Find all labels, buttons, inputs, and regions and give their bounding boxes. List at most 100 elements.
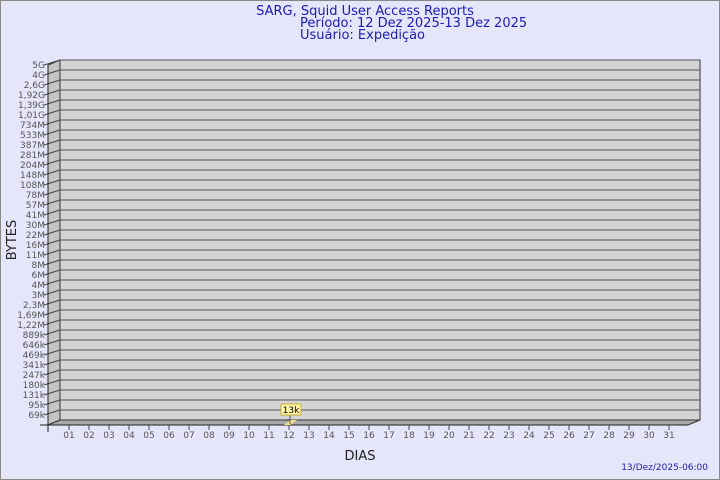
y-tick-label: 22M (26, 231, 45, 241)
y-tick-label: 57M (26, 201, 45, 211)
x-tick-label: 16 (363, 431, 375, 441)
timestamp: 13/Dez/2025-06:00 (621, 463, 708, 473)
y-tick (43, 409, 61, 416)
y-tick-label: 78M (26, 191, 45, 201)
y-tick (43, 239, 61, 246)
x-tick-label: 24 (523, 431, 535, 441)
y-tick-label: 131k (23, 391, 46, 401)
y-tick (43, 369, 61, 376)
y-tick (43, 199, 61, 206)
y-tick-label: 2,6G (24, 81, 45, 91)
y-tick (43, 389, 61, 396)
y-tick-label: 180k (23, 381, 46, 391)
y-tick (43, 379, 61, 386)
y-tick (43, 349, 61, 356)
chart-title: SARG, Squid User Access Reports (256, 4, 474, 19)
y-tick (43, 99, 61, 106)
x-tick-label: 04 (123, 431, 135, 441)
y-tick (43, 219, 61, 226)
y-tick-label: 2,3M (23, 301, 45, 311)
y-tick-label: 5G (32, 61, 45, 71)
y-tick (43, 299, 61, 306)
y-tick (43, 309, 61, 316)
x-tick-label: 09 (223, 431, 235, 441)
y-tick-label: 1,92G (18, 91, 45, 101)
x-tick-label: 05 (143, 431, 154, 441)
y-tick-label: 281M (20, 151, 45, 161)
y-tick (43, 139, 61, 146)
y-tick-label: 247k (23, 371, 46, 381)
x-tick-label: 19 (423, 431, 435, 441)
y-tick (43, 209, 61, 216)
y-tick-label: 41M (26, 211, 45, 221)
y-tick-label: 469k (23, 351, 46, 361)
y-tick-label: 8M (32, 261, 46, 271)
x-tick-label: 23 (503, 431, 514, 441)
y-tick-label: 889k (23, 331, 46, 341)
x-tick-label: 25 (543, 431, 554, 441)
y-tick (43, 229, 61, 236)
y-tick-label: 30M (26, 221, 45, 231)
y-tick (43, 189, 61, 196)
y-tick-label: 148M (20, 171, 45, 181)
x-tick-label: 17 (383, 431, 394, 441)
y-tick (43, 259, 61, 266)
y-tick (43, 249, 61, 256)
x-tick-label: 20 (443, 431, 455, 441)
x-tick-label: 26 (563, 431, 575, 441)
x-tick-label: 13 (303, 431, 314, 441)
x-tick-label: 29 (623, 431, 635, 441)
y-tick-label: 1,22M (17, 321, 45, 331)
y-tick-label: 11M (26, 251, 45, 261)
y-tick (43, 89, 61, 96)
y-tick (43, 269, 61, 276)
y-tick (43, 329, 61, 336)
y-tick (43, 339, 61, 346)
y-tick (43, 59, 61, 66)
y-tick (43, 179, 61, 186)
y-tick-label: 108M (20, 181, 45, 191)
y-tick-label: 1,01G (18, 111, 45, 121)
y-tick-label: 4M (32, 281, 46, 291)
y-tick-label: 533M (20, 131, 45, 141)
y-tick-label: 734M (20, 121, 45, 131)
y-tick (43, 319, 61, 326)
y-tick (43, 279, 61, 286)
y-tick-label: 3M (32, 291, 46, 301)
x-tick-label: 11 (263, 431, 274, 441)
y-tick (43, 169, 61, 176)
x-tick-label: 07 (183, 431, 194, 441)
y-tick (43, 109, 61, 116)
x-tick-label: 30 (643, 431, 655, 441)
x-tick-label: 21 (463, 431, 474, 441)
x-tick-label: 10 (243, 431, 255, 441)
x-tick-label: 14 (323, 431, 335, 441)
y-tick-label: 4G (32, 71, 45, 81)
y-axis-label: BYTES (5, 220, 20, 261)
y-tick (43, 359, 61, 366)
data-label: 13k (283, 406, 300, 416)
x-tick-label: 28 (603, 431, 615, 441)
y-tick-label: 95k (28, 401, 45, 411)
y-tick (43, 159, 61, 166)
x-tick-label: 15 (343, 431, 354, 441)
x-tick-label: 18 (403, 431, 415, 441)
y-tick (43, 79, 61, 86)
chart-subtitle-user: Usuário: Expedição (300, 28, 425, 43)
y-tick (43, 289, 61, 296)
y-tick-label: 1,69M (17, 311, 45, 321)
x-tick-label: 06 (163, 431, 175, 441)
x-tick-label: 31 (663, 431, 674, 441)
y-tick-label: 69k (28, 411, 45, 421)
x-axis-label: DIAS (345, 449, 376, 464)
chart-subtitle-period: Período: 12 Dez 2025-13 Dez 2025 (300, 16, 527, 31)
y-tick (43, 119, 61, 126)
y-tick (43, 129, 61, 136)
x-tick-label: 12 (283, 431, 294, 441)
y-tick-label: 387M (20, 141, 45, 151)
y-tick (43, 399, 61, 406)
y-tick (43, 69, 61, 76)
y-tick-label: 1,39G (18, 101, 45, 111)
x-tick-label: 03 (103, 431, 114, 441)
